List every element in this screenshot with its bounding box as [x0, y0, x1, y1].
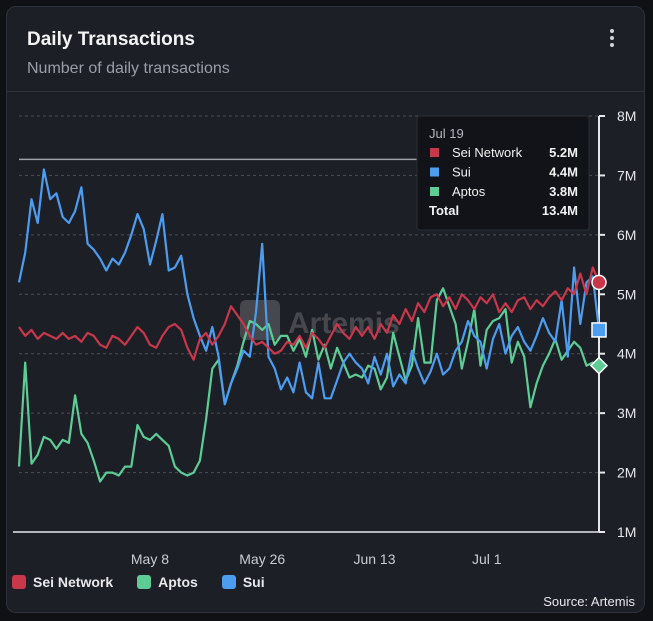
x-tick-label: Jul 1	[472, 551, 502, 567]
legend-item-sei[interactable]: Sei Network	[12, 574, 113, 590]
series-line-sui	[17, 168, 601, 406]
tooltip: Jul 19 Sei Network 5.2M Sui 4.4M Aptos 3.8M Tot…	[416, 115, 590, 231]
chart-card: Daily Transactions Number of daily trans…	[6, 6, 645, 613]
tooltip-series-value: 3.8M	[549, 184, 578, 199]
tooltip-swatch	[430, 148, 439, 157]
legend-item-aptos[interactable]: Aptos	[137, 574, 198, 590]
chart-title: Daily Transactions	[27, 29, 195, 50]
y-tick-label: 3M	[617, 405, 636, 421]
chart-subtitle: Number of daily transactions	[27, 60, 230, 77]
legend-label-aptos: Aptos	[158, 574, 198, 590]
y-tick-label: 1M	[617, 524, 636, 540]
y-tick-label: 5M	[617, 286, 636, 302]
tooltip-series-name: Aptos	[452, 184, 486, 199]
tooltip-series-name: Sei Network	[452, 145, 523, 160]
marker-aptos	[589, 356, 609, 375]
legend-label-sui: Sui	[242, 574, 265, 590]
tooltip-series-value: 4.4M	[549, 165, 578, 180]
tooltip-swatch	[430, 187, 439, 196]
marker-sei	[591, 274, 607, 291]
tooltip-series-value: 5.2M	[549, 145, 578, 160]
y-tick-label: 7M	[617, 167, 636, 183]
y-tick-label: 8M	[617, 108, 636, 124]
marker-sui	[591, 322, 607, 338]
tooltip-total-value: 13.4M	[542, 203, 578, 218]
y-tick-label: 2M	[617, 465, 636, 481]
tooltip-box	[416, 115, 590, 231]
chart-legend: Sei Network Aptos Sui	[12, 574, 265, 590]
series-line-sei-network	[18, 266, 601, 361]
source-credit: Source: Artemis	[543, 594, 635, 609]
x-tick-label: May 8	[131, 551, 169, 567]
legend-label-sei: Sei Network	[33, 574, 114, 590]
legend-swatch-sui	[221, 575, 236, 589]
x-tick-label: Jun 13	[353, 551, 395, 567]
series-line-aptos	[17, 287, 600, 483]
legend-swatch-aptos	[137, 575, 152, 589]
more-options-icon[interactable]	[605, 29, 619, 51]
legend-item-sui[interactable]: Sui	[221, 574, 265, 590]
watermark-text: Artemis	[288, 307, 400, 340]
tooltip-date: Jul 19	[429, 126, 464, 141]
header-divider	[7, 91, 644, 92]
legend-swatch-sei	[12, 575, 26, 589]
tooltip-series-name: Sui	[452, 165, 471, 180]
tooltip-total-label: Total	[429, 203, 459, 218]
y-tick-label: 6M	[617, 227, 636, 243]
tooltip-swatch	[430, 167, 439, 177]
x-tick-label: May 26	[239, 551, 285, 567]
y-tick-label: 4M	[617, 346, 636, 362]
